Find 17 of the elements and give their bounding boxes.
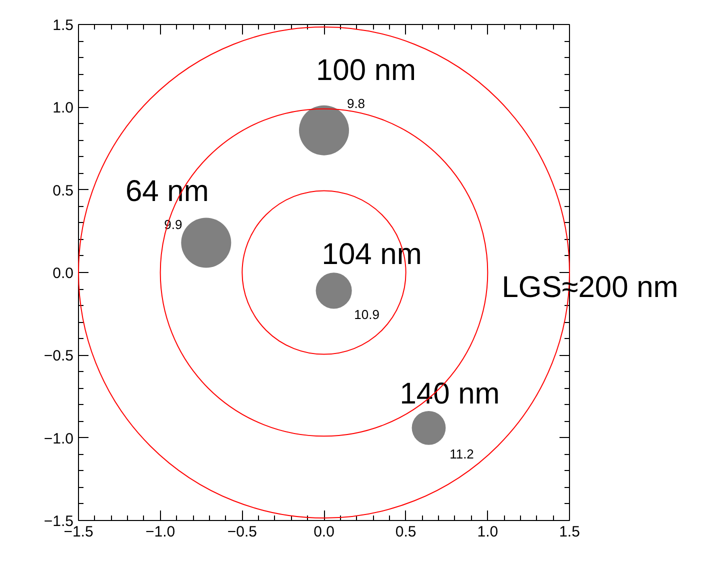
y-tick-label: −1.0 — [44, 430, 74, 448]
x-tick-label: 0.5 — [395, 524, 416, 540]
annotation: 11.2 — [450, 446, 474, 462]
y-tick-label: 0.0 — [52, 265, 74, 282]
y-tick-label: 1.5 — [52, 17, 74, 34]
x-tick-label: 1.5 — [559, 524, 580, 540]
x-tick-label: 1.0 — [477, 524, 498, 540]
y-tick-label: −1.5 — [44, 513, 74, 530]
x-tick-label: −0.5 — [227, 524, 257, 540]
annotation: 100 nm — [316, 54, 416, 87]
x-tick-label: 0.0 — [314, 524, 334, 540]
y-tick-label: −0.5 — [44, 348, 74, 365]
x-tick-label: −1.0 — [146, 524, 176, 540]
annotation: 9.8 — [346, 96, 366, 111]
annotation: 10.9 — [354, 307, 380, 322]
y-tick-label: 0.5 — [52, 182, 74, 200]
y-tick-label: 1.0 — [52, 100, 74, 117]
